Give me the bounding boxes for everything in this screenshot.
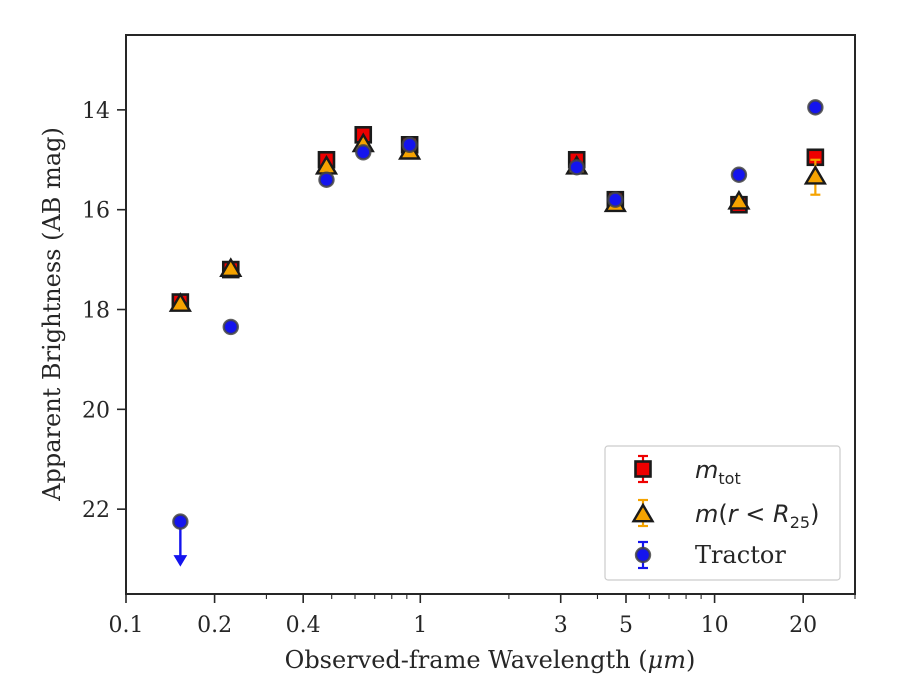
x-tick-label: 5 (619, 613, 633, 638)
data-point-triangle (803, 164, 827, 185)
data-point-circle (730, 166, 748, 183)
data-point-triangle (727, 189, 751, 210)
legend-frame (604, 445, 841, 581)
legend: mtot m(r < R25) Tractor (604, 445, 841, 581)
data-point-circle (355, 144, 372, 161)
data-point-triangle (219, 257, 243, 277)
series-mtot (171, 126, 825, 311)
data-series (168, 99, 827, 567)
data-point-circle (568, 159, 585, 176)
x-tick-label: 0.2 (197, 613, 232, 638)
data-point-circle (401, 136, 418, 154)
data-point-circle (607, 191, 624, 208)
legend-marker-circle (634, 540, 652, 570)
y-tick-label: 22 (82, 498, 110, 523)
legend-circle (634, 546, 652, 564)
y-tick-label: 20 (82, 398, 110, 423)
series-tractor (172, 99, 824, 567)
y-tick-label: 18 (82, 299, 110, 324)
x-tick-label: 20 (789, 613, 817, 638)
legend-entry-m-r25: m(r < R25) (631, 498, 819, 532)
y-tick-label: 14 (82, 99, 110, 124)
x-axis-label: Observed-frame Wavelength (μm) (285, 646, 696, 674)
legend-marker-triangle (631, 498, 655, 528)
series-mr25 (168, 132, 827, 312)
upper-limit-arrowhead (173, 555, 188, 567)
x-axis-ticks: 0.1 0.2 0.4 1 3 5 10 20 (109, 594, 856, 638)
data-point-circle (172, 513, 189, 530)
legend-entry-mtot: mtot (634, 454, 741, 488)
data-point-circle (807, 99, 824, 116)
data-point-circle (318, 171, 335, 188)
legend-triangle (631, 502, 655, 523)
legend-square (634, 460, 652, 478)
data-point-triangle (168, 292, 192, 312)
x-tick-label: 3 (554, 613, 568, 638)
y-axis-ticks: 14 16 18 20 22 (82, 99, 126, 523)
legend-entry-tractor: Tractor (634, 540, 786, 570)
legend-label-mtot: mtot (695, 456, 741, 488)
y-axis-label: Apparent Brightness (AB mag) (38, 127, 66, 502)
plot-frame (125, 34, 856, 595)
x-tick-label: 1 (413, 613, 427, 638)
y-tick-label: 16 (82, 199, 110, 224)
legend-label-m-r25: m(r < R25) (695, 500, 819, 532)
legend-label-tractor: Tractor (695, 541, 786, 569)
x-tick-label: 10 (701, 613, 729, 638)
x-tick-label: 0.4 (286, 613, 321, 638)
data-point-circle (222, 318, 239, 336)
x-tick-label: 0.1 (109, 613, 144, 638)
legend-marker-square (634, 454, 652, 484)
